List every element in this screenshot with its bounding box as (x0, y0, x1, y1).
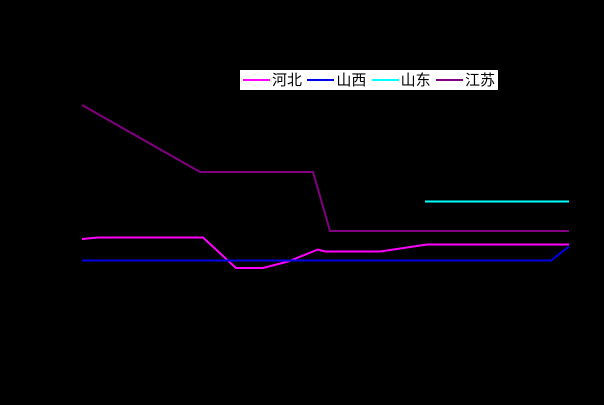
legend-line-sample-jiangsu (435, 79, 463, 81)
legend-line-sample-shanxi (307, 79, 335, 81)
legend: 河北 山西 山东 江苏 (240, 70, 498, 90)
legend-line-sample-hebei (243, 79, 270, 81)
legend-label-shandong: 山东 (400, 71, 431, 89)
legend-item-jiangsu: 江苏 (435, 71, 495, 89)
series-line-河北 (81, 236, 569, 269)
legend-item-hebei: 河北 (243, 71, 302, 89)
legend-item-shandong: 山东 (371, 71, 431, 89)
legend-label-jiangsu: 江苏 (464, 71, 495, 89)
series-line-江苏 (81, 104, 569, 232)
series-line-山西 (82, 245, 570, 262)
legend-label-hebei: 河北 (272, 71, 303, 89)
legend-line-sample-shandong (371, 79, 399, 81)
legend-item-shanxi: 山西 (307, 71, 366, 89)
legend-label-shanxi: 山西 (336, 71, 367, 89)
